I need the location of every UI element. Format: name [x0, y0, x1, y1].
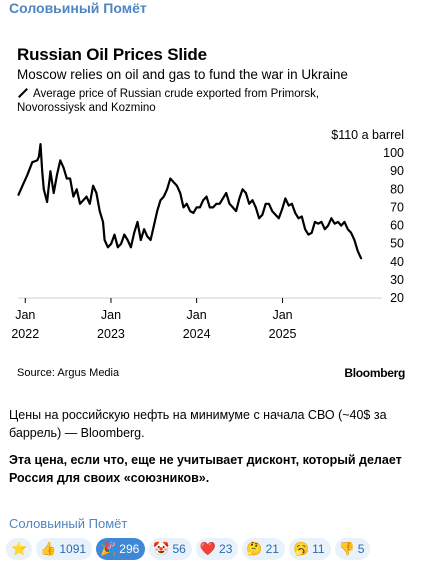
reaction-count: 296 — [119, 542, 140, 556]
price-line-chart: 20 30 40 50 60 70 80 90 100 $110 a barrel Jan 2022 J… — [11, 128, 404, 341]
reaction-button[interactable]: ❤️ 23 — [195, 538, 239, 560]
y-tick-label: 60 — [390, 219, 404, 233]
x-tick-label: Jan — [272, 308, 292, 322]
y-tick-label: 70 — [390, 200, 404, 214]
reaction-emoji-icon: 🎉 — [100, 541, 117, 556]
message-line-2: Эта цена, если что, еще не учитывает дис… — [9, 453, 402, 485]
reaction-emoji-icon: 🥱 — [292, 541, 310, 556]
x-tick-label: Jan — [187, 308, 207, 322]
x-tick-label: 2023 — [97, 327, 125, 341]
x-tick-label: 2025 — [269, 327, 297, 341]
message-text: Цены на российскую нефть на минимуме с н… — [9, 406, 414, 496]
chart-source: Source: Argus Media — [17, 367, 120, 379]
chart-subtitle: Moscow relies on oil and gas to fund the… — [17, 67, 348, 82]
chart-title: Russian Oil Prices Slide — [17, 45, 207, 64]
chart-legend: Average price of Russian crude exported … — [17, 87, 357, 115]
y-tick-label: 50 — [390, 237, 404, 251]
reaction-button[interactable]: ⭐ — [6, 538, 33, 560]
reaction-count: 23 — [219, 542, 233, 556]
legend-label: Average price of Russian crude exported … — [17, 88, 320, 114]
reaction-emoji-icon: 👎 — [338, 541, 355, 556]
channel-name-header[interactable]: Соловьиный Помёт — [9, 0, 147, 16]
reaction-button[interactable]: 👎 5 — [334, 538, 371, 560]
y-unit-label: $110 a barrel — [331, 128, 404, 142]
reaction-button[interactable]: 🥱 11 — [288, 538, 331, 560]
reaction-count: 5 — [357, 542, 365, 556]
reaction-emoji-icon: 👍 — [40, 541, 57, 556]
reaction-emoji-icon: 🤔 — [246, 541, 263, 556]
y-tick-label: 80 — [390, 182, 404, 196]
message-line-1: Цены на российскую нефть на минимуме с н… — [9, 408, 387, 440]
reaction-button[interactable]: 🎉 296 — [96, 538, 146, 560]
reaction-button[interactable]: 🤡 56 — [149, 538, 192, 560]
reaction-emoji-icon: ❤️ — [199, 541, 217, 556]
reaction-count: 1091 — [59, 542, 87, 556]
y-tick-label: 20 — [390, 291, 404, 305]
price-series-line — [17, 142, 363, 260]
reaction-button[interactable]: 👍 1091 — [36, 538, 93, 560]
reactions-bar: ⭐ 👍 1091 🎉 296 🤡 56 ❤️ 23 🤔 21 🥱 11 👎 5 — [6, 538, 371, 562]
x-tick-label: Jan — [15, 308, 35, 322]
x-tick-label: 2022 — [11, 327, 39, 341]
reaction-emoji-icon: ⭐ — [11, 541, 28, 556]
reaction-count: 56 — [172, 542, 186, 556]
x-tick-label: Jan — [101, 308, 121, 322]
reaction-count: 21 — [265, 542, 279, 556]
reaction-button[interactable]: 🤔 21 — [242, 538, 285, 560]
bloomberg-logo: Bloomberg — [344, 366, 405, 380]
chart-image[interactable]: Russian Oil Prices Slide Moscow relies o… — [8, 25, 415, 397]
reaction-count: 11 — [312, 542, 325, 556]
reaction-emoji-icon: 🤡 — [153, 541, 170, 556]
y-tick-label: 90 — [390, 164, 404, 178]
channel-signature[interactable]: Соловьиный Помёт — [9, 516, 128, 531]
y-tick-label: 30 — [390, 273, 404, 287]
y-tick-label: 40 — [390, 255, 404, 269]
x-tick-label: 2024 — [183, 327, 211, 341]
y-tick-label: 100 — [383, 146, 404, 160]
